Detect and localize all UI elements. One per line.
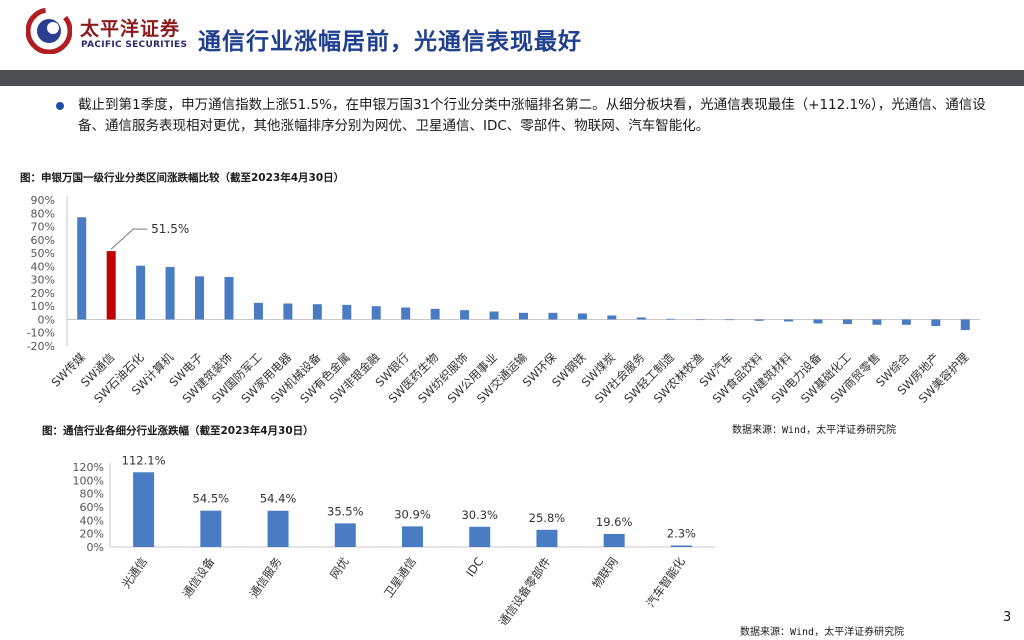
y-tick-label: 50% [31,247,55,260]
bar [725,319,735,321]
y-tick-label: 100% [73,474,104,487]
y-tick-label: 120% [73,461,104,474]
data-label: 30.9% [394,507,431,521]
y-tick-label: 40% [31,260,55,273]
header-divider-bar [0,70,1024,86]
bar [430,308,440,320]
bar [960,319,970,331]
data-label: 30.3% [461,508,498,522]
summary-text: 截止到第1季度，申万通信指数上涨51.5%，在申银万国31个行业分类中涨幅排名第… [78,97,986,134]
y-tick-label: 60% [31,234,55,247]
bar [872,319,882,325]
y-tick-label: 40% [80,514,104,527]
annotation-leader-line [110,228,148,250]
bar [224,276,234,320]
bar [136,265,146,320]
data-label: 35.5% [327,504,364,518]
data-label: 54.5% [193,492,230,506]
bar [931,319,941,327]
bar [402,526,423,547]
bar [106,251,116,320]
bar [784,319,794,322]
bar [195,276,205,320]
bar [519,312,528,320]
telecom-subsector-bar-chart: 120%100%80%60%40%20%0% 112.1% 光通信 54.5% 通信设备… [73,453,715,625]
x-tick-label: 网优 [327,555,352,582]
y-tick-label: 90% [31,194,55,207]
data-label: 2.3% [667,526,696,540]
bar [489,311,499,320]
x-tick-label: 通信设备零部件 [496,555,554,625]
data-label: 112.1% [122,453,166,467]
bar [133,472,155,547]
bar [371,306,381,320]
figure2-source: 数据来源：Wind，太平洋证券研究院 [740,627,905,638]
page-title: 通信行业涨幅居前，光通信表现最好 [198,29,582,55]
bar [77,217,87,320]
bar [842,319,852,325]
data-label: 54.4% [260,492,297,506]
y-tick-label: -20% [27,340,55,353]
bar [401,307,411,320]
bar [267,510,289,547]
bar [813,319,823,324]
y-tick-label: 80% [80,488,104,501]
bar [200,510,222,547]
bar [548,312,558,320]
bar [577,313,587,320]
brand-name-cn: 太平洋证券 [80,18,181,40]
x-tick-label: 物联网 [589,555,620,591]
y-tick-label: 30% [31,274,55,287]
x-tick-label: 光通信 [119,555,150,591]
company-logo [26,8,72,54]
data-label: 19.6% [596,515,633,529]
y-tick-label: 60% [80,501,104,514]
x-tick-label: 汽车智能化 [643,554,688,610]
bar [469,526,491,547]
x-tick-label: IDC [463,555,486,580]
bar [312,304,322,320]
y-tick-label: 10% [31,300,55,313]
figure1-source: 数据来源：Wind，太平洋证券研究院 [732,425,897,436]
figure2-title: 图：通信行业各细分行业涨跌幅（截至2023年4月30日） [42,425,314,437]
y-tick-label: 0% [38,313,55,326]
y-tick-label: 0% [87,541,104,554]
bar [536,529,558,547]
bar [165,267,175,320]
bar [460,310,470,320]
bar [283,303,293,320]
y-tick-label: -10% [27,327,55,340]
page-number: 3 [1003,610,1012,625]
bar [754,319,764,321]
bar [253,302,263,320]
bar [670,545,692,547]
bar [603,533,625,547]
bar [607,315,617,320]
bar [636,317,646,320]
x-tick-label: 通信服务 [247,554,285,600]
x-tick-label: 通信设备 [179,554,217,600]
bar [901,319,911,325]
x-tick-label: 卫星通信 [381,555,419,601]
bar [342,304,352,320]
y-tick-label: 70% [31,221,55,234]
annotation-label: 51.5% [151,222,189,236]
bar [334,523,356,547]
data-label: 25.8% [529,511,566,525]
bar [695,319,705,321]
brand-name-en: PACIFIC SECURITIES [81,40,188,50]
y-tick-label: 80% [31,207,55,220]
industry-bar-chart: 90%80%70%60%50%40%30%20%10%0%-10%-20%SW传… [27,194,980,406]
y-tick-label: 20% [31,287,55,300]
bullet-icon [56,102,64,110]
bar [666,318,676,320]
y-tick-label: 20% [80,528,104,541]
figure1-title: 图：申银万国一级行业分类区间涨跌幅比较（截至2023年4月30日） [20,172,345,184]
